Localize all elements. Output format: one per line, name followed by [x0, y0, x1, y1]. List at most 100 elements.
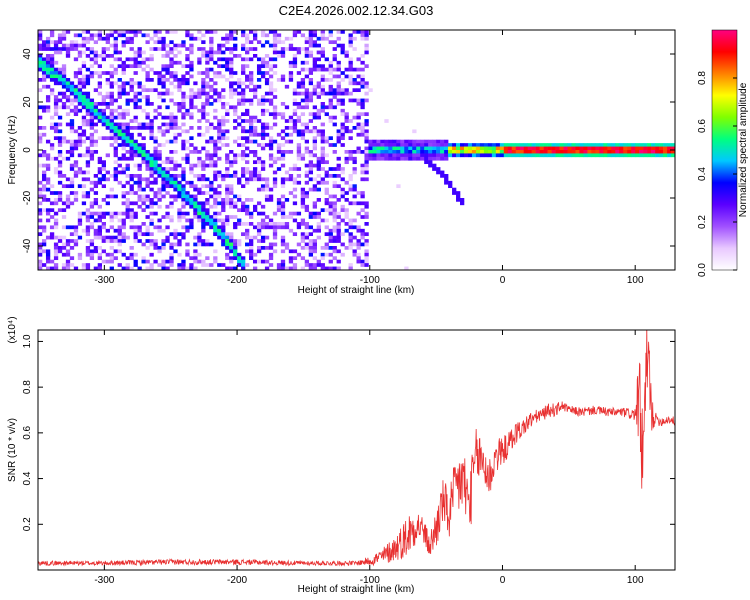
- heatmap-cell: [336, 156, 341, 161]
- heatmap-cell: [117, 263, 122, 267]
- heatmap-cell: [352, 249, 357, 254]
- heatmap-cell: [57, 33, 63, 38]
- heatmap-cell: [137, 143, 142, 147]
- heatmap-cell: [487, 146, 493, 151]
- heatmap-cell: [256, 187, 262, 192]
- heatmap-cell: [420, 153, 425, 158]
- heatmap-cell: [77, 222, 83, 226]
- heatmap-cell: [209, 225, 214, 230]
- heatmap-cell: [567, 153, 572, 158]
- heatmap-cell: [316, 95, 321, 99]
- heatmap-cell: [61, 208, 67, 213]
- heatmap-cell: [408, 143, 413, 147]
- heatmap-cell: [348, 43, 353, 48]
- heatmap-cell: [249, 222, 254, 226]
- heatmap-cell: [89, 119, 95, 123]
- heatmap-cell: [288, 60, 294, 65]
- heatmap-cell: [213, 194, 218, 199]
- heatmap-cell: [129, 132, 134, 137]
- heatmap-cell: [340, 136, 345, 141]
- heatmap-cell: [380, 150, 385, 154]
- heatmap-cell: [260, 235, 266, 240]
- heatmap-cell: [320, 50, 325, 55]
- heatmap-cell: [300, 129, 306, 134]
- heatmap-cell: [49, 235, 55, 240]
- heatmap-cell: [197, 211, 202, 216]
- heatmap-cell: [129, 139, 134, 144]
- heatmap-cell: [197, 36, 202, 41]
- heatmap-cell: [125, 57, 130, 62]
- heatmap-cell: [225, 33, 230, 38]
- heatmap-cell: [312, 239, 317, 243]
- heatmap-cell: [117, 235, 122, 240]
- heatmap-cell: [483, 146, 489, 151]
- heatmap-cell: [41, 105, 47, 110]
- heatmap-cell: [360, 150, 365, 154]
- heatmap-cell: [460, 153, 465, 158]
- heatmap-cell: [416, 156, 421, 161]
- heatmap-cell: [420, 143, 425, 147]
- heatmap-cell: [149, 163, 154, 168]
- heatmap-cell: [312, 30, 317, 34]
- heatmap-cell: [260, 163, 266, 168]
- heatmap-cell: [101, 225, 106, 230]
- heatmap-cell: [189, 167, 194, 171]
- heatmap-cell: [229, 95, 234, 99]
- heatmap-cell: [65, 54, 71, 58]
- heatmap-cell: [272, 105, 278, 110]
- heatmap-cell: [121, 266, 126, 270]
- heatmap-cell: [213, 74, 218, 79]
- heatmap-cell: [173, 102, 178, 106]
- heatmap-cell: [129, 246, 134, 250]
- heatmap-cell: [157, 153, 162, 158]
- heatmap-cell: [448, 153, 453, 158]
- heatmap-cell: [308, 266, 314, 270]
- heatmap-cell: [49, 201, 55, 206]
- heatmap-cell: [332, 180, 337, 185]
- heatmap-cell: [93, 60, 99, 65]
- heatmap-cell: [49, 146, 55, 151]
- heatmap-cell: [344, 211, 349, 216]
- heatmap-cell: [53, 47, 59, 51]
- heatmap-cell: [101, 211, 106, 216]
- heatmap-cell: [85, 105, 91, 110]
- heatmap-cell: [252, 174, 258, 178]
- heatmap-cell: [268, 57, 274, 62]
- heatmap-cell: [77, 143, 83, 147]
- heatmap-cell: [137, 184, 142, 189]
- heatmap-cell: [153, 246, 158, 250]
- heatmap-cell: [471, 143, 477, 147]
- heatmap-cell: [316, 198, 321, 202]
- heatmap-cell: [288, 132, 294, 137]
- heatmap-cell: [133, 146, 138, 151]
- heatmap-cell: [320, 30, 325, 34]
- heatmap-cell: [165, 177, 170, 182]
- heatmap-cell: [300, 232, 306, 237]
- heatmap-cell: [117, 242, 122, 247]
- heatmap-cell: [479, 143, 485, 147]
- heatmap-cell: [145, 246, 150, 250]
- heatmap-cell: [145, 215, 150, 219]
- heatmap-cell: [189, 225, 194, 230]
- heatmap-cell: [177, 163, 182, 168]
- heatmap-cell: [348, 98, 353, 103]
- heatmap-cell: [551, 150, 556, 154]
- heatmap-cell: [65, 112, 71, 117]
- heatmap-cell: [113, 129, 118, 134]
- heatmap-cell: [105, 91, 110, 96]
- heatmap-cell: [249, 239, 254, 243]
- heatmap-cell: [280, 266, 286, 270]
- heatmap-cell: [396, 156, 401, 161]
- heatmap-cell: [161, 187, 166, 192]
- heatmap-cell: [161, 40, 166, 45]
- heatmap-cell: [304, 139, 310, 144]
- heatmap-cell: [292, 218, 298, 223]
- heatmap-cell: [41, 78, 47, 82]
- heatmap-cell: [256, 211, 262, 216]
- heatmap-cell: [280, 115, 286, 120]
- heatmap-cell: [288, 36, 294, 41]
- heatmap-cell: [181, 115, 186, 120]
- heatmap-cell: [595, 153, 600, 158]
- heatmap-cell: [117, 122, 122, 127]
- heatmap-cell: [149, 136, 154, 141]
